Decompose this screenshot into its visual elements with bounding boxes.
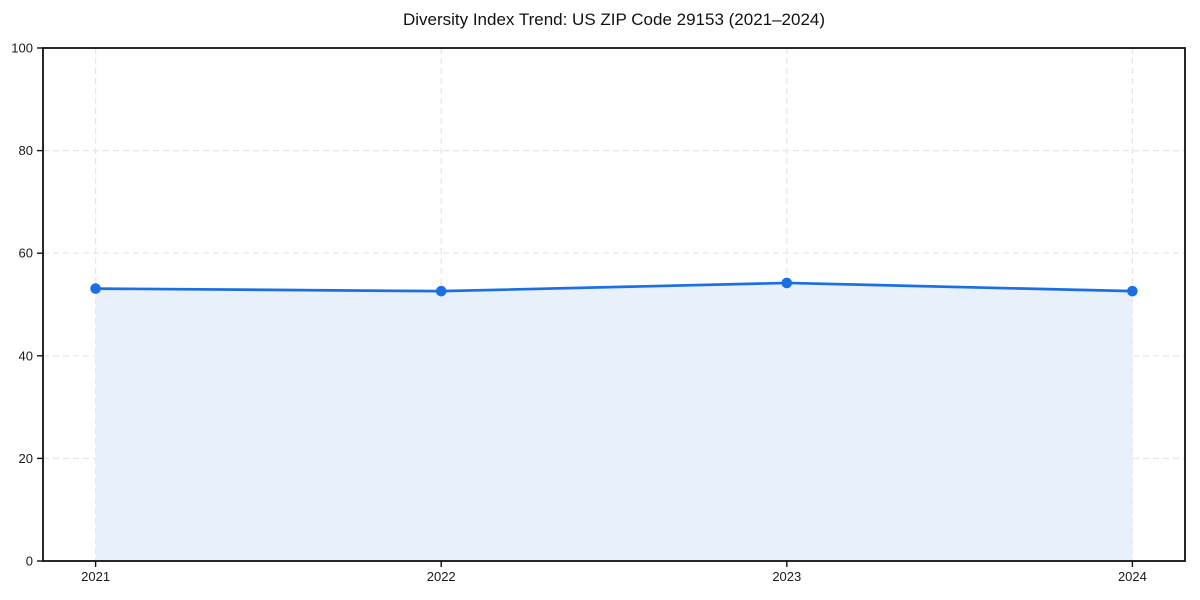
y-tick-label: 100: [11, 41, 33, 56]
x-tick-label: 2021: [81, 569, 110, 584]
data-point-marker: [781, 277, 793, 289]
data-point-marker: [1127, 285, 1138, 297]
y-tick-label: 60: [19, 246, 33, 261]
y-tick-label: 20: [19, 451, 33, 466]
data-point-marker: [435, 285, 447, 297]
y-tick-label: 40: [19, 348, 33, 363]
x-tick-label: 2023: [772, 569, 801, 584]
trend-line: [94, 281, 1134, 293]
area-fill: [95, 282, 1133, 561]
x-tick-label: 2022: [427, 569, 456, 584]
x-tick-label: 2024: [1118, 569, 1147, 584]
chart-title: Diversity Index Trend: US ZIP Code 29153…: [402, 10, 826, 29]
data-point-marker: [90, 283, 101, 294]
y-tick-label: 0: [26, 554, 33, 569]
plot-border: [42, 47, 1186, 562]
y-tick-label: 80: [19, 143, 33, 158]
